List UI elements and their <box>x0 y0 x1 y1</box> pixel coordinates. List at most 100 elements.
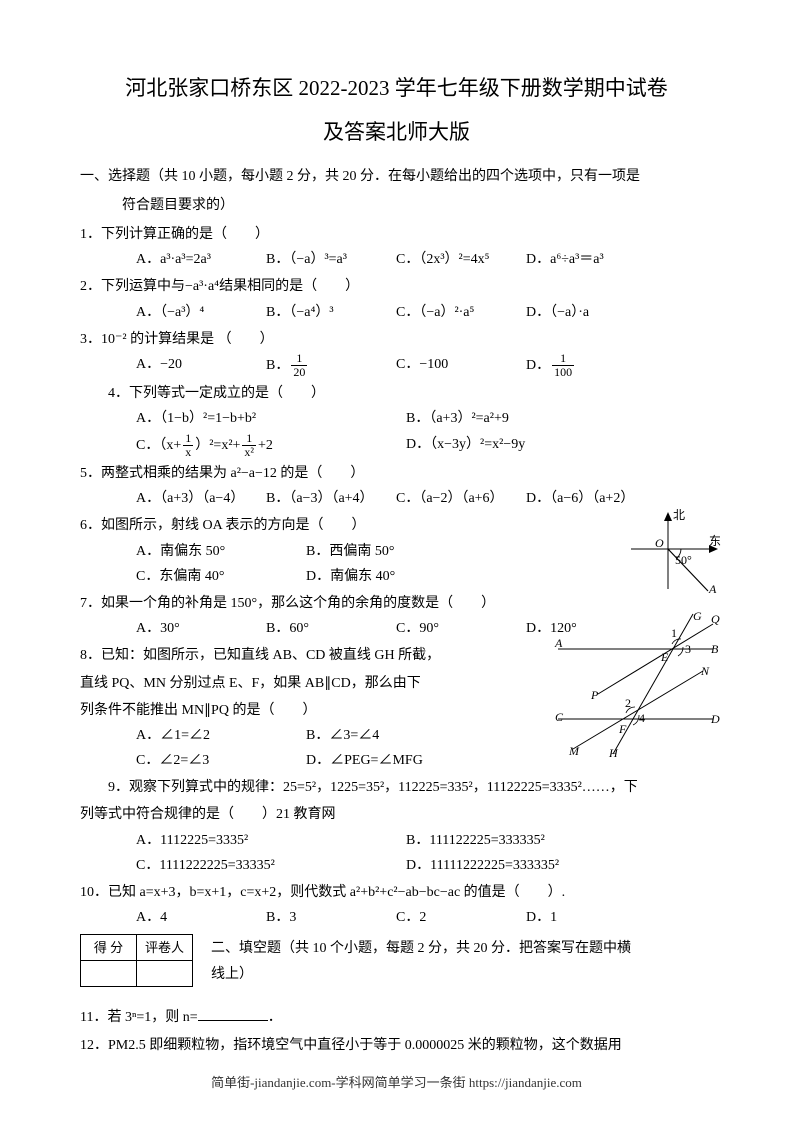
question-6-block: 北 东 O 50° A 6．如图所示，射线 OA 表示的方向是（ ） A．南偏东… <box>80 513 713 589</box>
q1-opt-c: C．（2x³）²=4x⁵ <box>396 247 526 272</box>
q4c-frac-1: 1x <box>183 432 193 459</box>
score-cell-1 <box>81 961 137 987</box>
q3b-num: 1 <box>291 352 307 366</box>
q6-o-label: O <box>655 536 664 550</box>
q9-opt-c: C．1111222225=33335² <box>136 853 406 878</box>
q8-opt-c: C．∠2=∠3 <box>136 748 276 773</box>
q4c-den-1: x <box>183 446 193 459</box>
question-9-options-row-1: A．1112225=3335² B．111122225=333335² <box>80 828 713 853</box>
question-9-line-1: 9．观察下列算式中的规律：25=5²，1225=35²，112225=335²，… <box>80 775 713 800</box>
q1-opt-b: B．（−a）³=a³ <box>266 247 396 272</box>
q1-opt-a: A．a³·a³=2a³ <box>136 247 266 272</box>
score-cell-2 <box>137 961 193 987</box>
q8-3: 3 <box>685 642 691 656</box>
q1-opt-d: D．a⁶÷a³＝a³ <box>526 247 656 272</box>
question-4-options-row-2: C．（x+1x）²=x²+1x²+2 D．（x−3y）²=x²−9y <box>80 432 713 459</box>
question-1-options: A．a³·a³=2a³ B．（−a）³=a³ C．（2x³）²=4x⁵ D．a⁶… <box>80 247 713 272</box>
question-2: 2．下列运算中与−a³·a⁴结果相同的是（ ） <box>80 274 713 299</box>
q5-opt-a: A．（a+3）（a−4） <box>136 486 266 511</box>
q3-opt-b: B．120 <box>266 352 396 379</box>
q4c-num-1: 1 <box>183 432 193 446</box>
q8-p: P <box>590 688 599 702</box>
question-12: 12．PM2.5 即细颗粒物，指环境空气中直径小于等于 0.0000025 米的… <box>80 1033 713 1058</box>
q3d-prefix: D． <box>526 358 550 373</box>
q8-e: E <box>660 650 669 664</box>
q7-opt-c: C．90° <box>396 616 526 641</box>
question-4: 4．下列等式一定成立的是（ ） <box>80 381 713 406</box>
q8-opt-b: B．∠3=∠4 <box>306 723 379 748</box>
score-header-2: 评卷人 <box>137 935 193 961</box>
q4c-pre: C．（x+ <box>136 438 181 453</box>
section-1-heading-line-2: 符合题目要求的） <box>80 193 713 218</box>
q6-east-label: 东 <box>709 534 721 548</box>
q9-opt-b: B．111122225=333335² <box>406 828 676 853</box>
q8-opt-a: A．∠1=∠2 <box>136 723 276 748</box>
question-5: 5．两整式相乘的结果为 a²−a−12 的是（ ） <box>80 461 713 486</box>
q9-opt-a: A．1112225=3335² <box>136 828 406 853</box>
q11-blank <box>198 1009 268 1022</box>
score-table: 得 分 评卷人 <box>80 934 193 987</box>
q10-opt-b: B．3 <box>266 905 396 930</box>
q7-opt-b: B．60° <box>266 616 396 641</box>
q3b-prefix: B． <box>266 358 289 373</box>
q3d-fraction: 1100 <box>552 352 574 379</box>
question-3: 3．10⁻² 的计算结果是 （ ） <box>80 327 713 352</box>
q3d-den: 100 <box>552 366 574 379</box>
q4c-num-2: 1 <box>242 432 256 446</box>
q9-opt-d: D．11111222225=333335² <box>406 853 676 878</box>
section-1-heading-line-1: 一、选择题（共 10 小题，每小题 2 分，共 20 分．在每小题给出的四个选项… <box>80 164 713 189</box>
q3b-den: 20 <box>291 366 307 379</box>
question-10: 10．已知 a=x+3，b=x+1，c=x+2，则代数式 a²+b²+c²−ab… <box>80 880 713 905</box>
score-header-1: 得 分 <box>81 935 137 961</box>
question-11: 11．若 3ⁿ=1，则 n= ． <box>80 1005 713 1030</box>
q8-c: C <box>555 710 564 724</box>
q8-b: B <box>711 642 719 656</box>
q4c-den-2: x² <box>242 446 256 459</box>
question-3-options: A．−20 B．120 C．−100 D．1100 <box>80 352 713 379</box>
title-line-1: 河北张家口桥东区 2022-2023 学年七年级下册数学期中试卷 <box>80 70 713 108</box>
q8-2: 2 <box>625 696 631 710</box>
q8-f: F <box>618 722 627 736</box>
q10-opt-c: C．2 <box>396 905 526 930</box>
q3-opt-d: D．1100 <box>526 352 656 379</box>
q5-opt-b: B．（a−3）（a+4） <box>266 486 396 511</box>
question-9-options-row-2: C．1111222225=33335² D．11111222225=333335… <box>80 853 713 878</box>
question-10-options: A．4 B．3 C．2 D．1 <box>80 905 713 930</box>
q8-h: H <box>608 746 619 759</box>
title-line-2: 及答案北师大版 <box>80 114 713 152</box>
q8-q: Q <box>711 612 720 626</box>
q4c-end: +2 <box>258 438 273 453</box>
q4c-frac-2: 1x² <box>242 432 256 459</box>
page-footer: 简单街-jiandanjie.com-学科网简单学习一条街 https://ji… <box>0 1071 793 1094</box>
q2-opt-b: B．（−a⁴）³ <box>266 300 396 325</box>
question-2-options: A．（−a³）⁴ B．（−a⁴）³ C．（−a）²·a⁵ D．（−a）·a <box>80 300 713 325</box>
q8-n: N <box>700 664 710 678</box>
q5-opt-c: C．（a−2）（a+6） <box>396 486 526 511</box>
q8-lines-diagram: G Q A E B P N C F D M H 1 3 2 4 <box>553 609 723 759</box>
q5-opt-d: D．（a−6）（a+2） <box>526 486 656 511</box>
q6-opt-a: A．南偏东 50° <box>136 539 276 564</box>
q4c-mid: ）²=x²+ <box>195 438 240 453</box>
question-9-line-2: 列等式中符合规律的是（ ）21 教育网 <box>80 802 713 827</box>
q8-d: D <box>710 712 720 726</box>
q10-opt-d: D．1 <box>526 905 656 930</box>
q2-opt-c: C．（−a）²·a⁵ <box>396 300 526 325</box>
q3-opt-c: C．−100 <box>396 352 526 379</box>
q4-opt-d: D．（x−3y）²=x²−9y <box>406 432 676 459</box>
q6-north-label: 北 <box>673 509 685 522</box>
q2-opt-d: D．（−a）·a <box>526 300 656 325</box>
q11-text-a: 11．若 3ⁿ=1，则 n= <box>80 1010 198 1025</box>
q2-opt-a: A．（−a³）⁴ <box>136 300 266 325</box>
q3b-fraction: 120 <box>291 352 307 379</box>
q10-opt-a: A．4 <box>136 905 266 930</box>
q11-text-b: ． <box>268 1010 282 1025</box>
question-5-options: A．（a+3）（a−4） B．（a−3）（a+4） C．（a−2）（a+6） D… <box>80 486 713 511</box>
q3-opt-a: A．−20 <box>136 352 266 379</box>
question-4-options-row-1: A．（1−b）²=1−b+b² B．（a+3）²=a²+9 <box>80 406 713 431</box>
q8-opt-d: D．∠PEG=∠MFG <box>306 748 423 773</box>
q7-opt-a: A．30° <box>136 616 266 641</box>
q3d-num: 1 <box>552 352 574 366</box>
q6-opt-d: D．南偏东 40° <box>306 564 395 589</box>
question-1: 1．下列计算正确的是（ ） <box>80 222 713 247</box>
q8-m: M <box>568 744 580 758</box>
